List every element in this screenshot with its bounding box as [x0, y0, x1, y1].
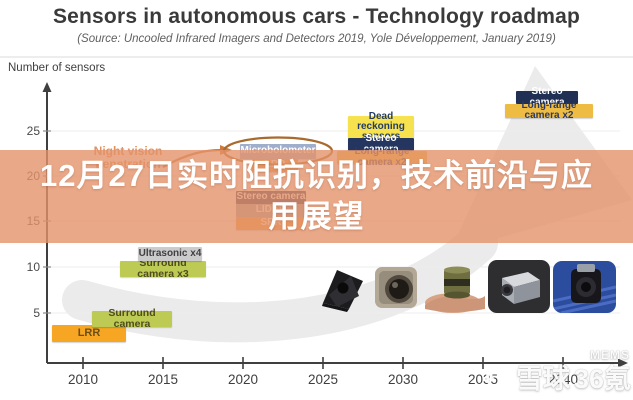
x-tick-label-2020: 2020	[227, 372, 259, 387]
y-tick-label-10: 10	[26, 260, 40, 274]
watermark: 雪球 MEMS 36氪	[485, 348, 631, 396]
blue-sensor-module-photo	[553, 261, 616, 313]
y-tick-label-25: 25	[26, 124, 40, 138]
source-subtitle: (Source: Uncooled Infrared Imagers and D…	[77, 33, 556, 45]
roadmap-box-long-range-camera-2030: Long-range camera x2	[505, 100, 593, 121]
x-tick-label-2025: 2025	[307, 372, 339, 387]
y-tick-label-5: 5	[33, 306, 40, 320]
roadmap-box-stereo-camera-2024: Stereo camera	[348, 134, 414, 154]
page-title: Sensors in autonomous cars - Technology …	[52, 5, 581, 28]
x-tick-label-2015: 2015	[147, 372, 179, 387]
x-tick-label-2030: 2030	[387, 372, 419, 387]
headline-line1: 12月27日实时阻抗识别，技术前沿与应	[40, 158, 593, 193]
y-axis-title: Number of sensors	[8, 62, 106, 74]
camera-module-photo	[371, 262, 422, 313]
x-tick-label-2010: 2010	[67, 372, 99, 387]
headline-overlay-banner: 12月27日实时阻抗识别，技术前沿与应 用展望	[0, 150, 633, 243]
roadmap-box-dead-reckoning: Dead reckoning sensors	[348, 111, 414, 142]
mems-watermark-text: MEMS	[589, 348, 630, 362]
roadmap-box-surround-camera-x3: Surround camera x3	[120, 258, 206, 279]
xueqiu-snowball-icon	[485, 364, 511, 390]
roadmap-box-surround-camera-2013: Surround camera	[92, 308, 172, 329]
xueqiu-watermark-text: 雪球	[515, 364, 570, 394]
thermal-camera-photo	[488, 260, 550, 313]
hand-lidar-photo	[423, 265, 487, 314]
kr36-watermark-text: 36氪	[573, 364, 631, 394]
headline-line2: 用展望	[268, 199, 365, 234]
x-tick-label-2040: 2040	[547, 372, 579, 387]
kr36-watermark: MEMS 36氪	[573, 348, 631, 396]
radar-sensor-photo	[318, 263, 370, 313]
roadmap-box-ultrasonic-x4: Ultrasonic x4	[138, 247, 202, 261]
